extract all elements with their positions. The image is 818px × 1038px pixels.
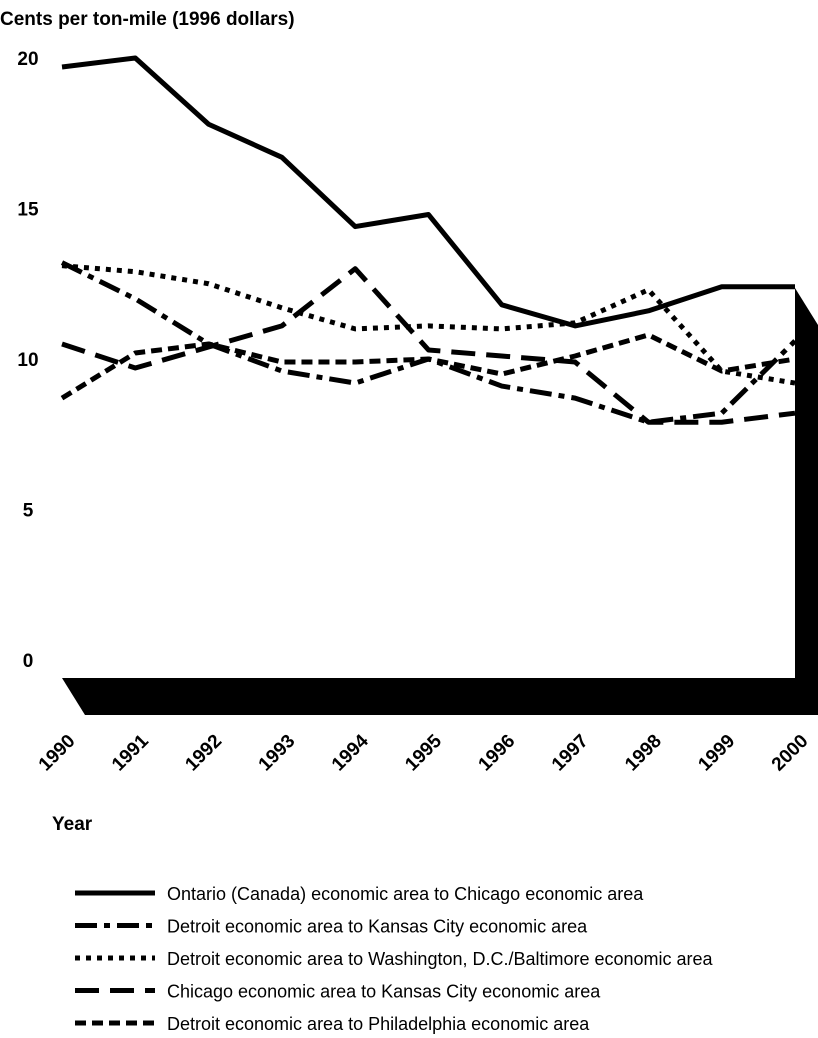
y-tick-label: 0 bbox=[23, 651, 34, 672]
x-tick-label: 1995 bbox=[401, 730, 446, 775]
chart-title: Cents per ton-mile (1996 dollars) bbox=[0, 9, 295, 30]
x-axis-label: Year bbox=[52, 814, 93, 835]
legend-label: Chicago economic area to Kansas City eco… bbox=[167, 982, 601, 1002]
series-line bbox=[60, 260, 797, 425]
y-tick-label: 20 bbox=[17, 49, 38, 70]
y-tick-label: 10 bbox=[17, 350, 38, 371]
legend-label: Ontario (Canada) economic area to Chicag… bbox=[167, 884, 644, 904]
x-tick-label: 1998 bbox=[621, 731, 666, 776]
side-wall bbox=[795, 288, 818, 715]
series-line bbox=[61, 55, 795, 329]
legend-label: Detroit economic area to Philadelphia ec… bbox=[167, 1014, 590, 1034]
floor bbox=[62, 678, 818, 715]
x-tick-label: 1992 bbox=[181, 731, 226, 776]
x-tick-label: 1991 bbox=[108, 730, 153, 775]
series-line bbox=[61, 263, 796, 386]
x-tick-label: 1997 bbox=[548, 731, 593, 776]
x-tick-label: 1990 bbox=[35, 731, 80, 776]
legend-label: Detroit economic area to Washington, D.C… bbox=[167, 949, 714, 969]
y-tick-label: 15 bbox=[17, 200, 39, 221]
series-line bbox=[60, 332, 796, 401]
series-line bbox=[61, 266, 796, 425]
x-tick-label: 1993 bbox=[255, 731, 300, 776]
x-tick-label: 2000 bbox=[768, 731, 813, 776]
x-tick-label: 1994 bbox=[328, 730, 373, 775]
y-tick-label: 5 bbox=[23, 501, 34, 522]
x-tick-label: 1996 bbox=[475, 731, 520, 776]
legend-label: Detroit economic area to Kansas City eco… bbox=[167, 917, 588, 937]
x-tick-label: 1999 bbox=[694, 731, 739, 776]
